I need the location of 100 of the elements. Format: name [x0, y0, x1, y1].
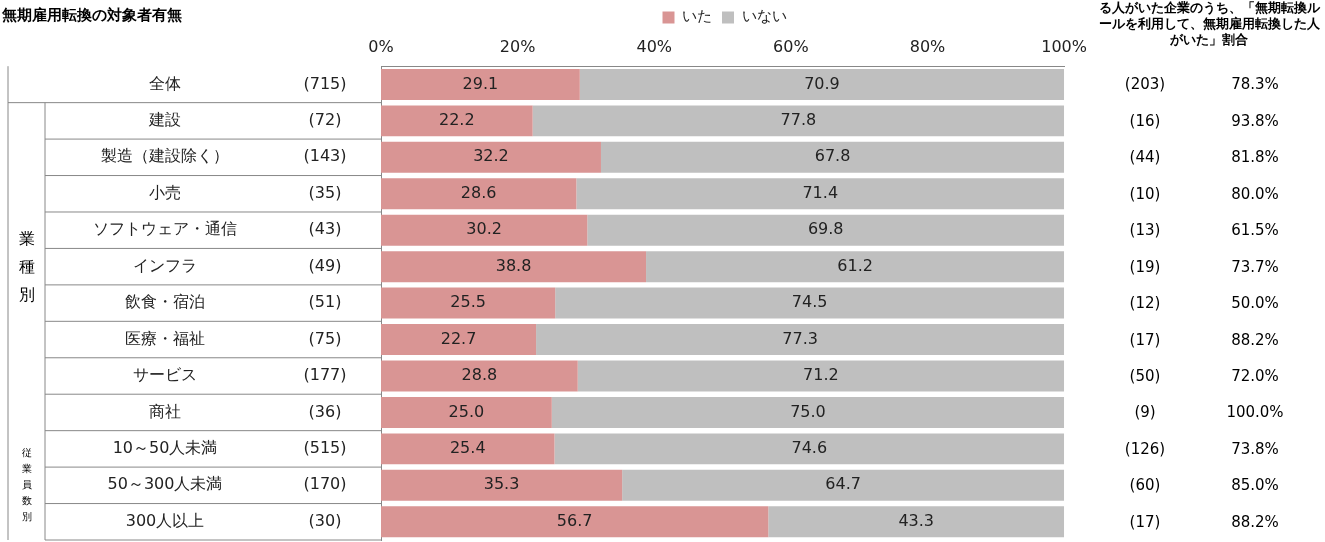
- bar: [381, 324, 537, 356]
- data-label: 70.9: [804, 73, 840, 93]
- text: (44): [1128, 147, 1162, 168]
- data-label: 22.7: [440, 328, 477, 348]
- bar: [536, 324, 1065, 356]
- text: 72.0%: [1230, 366, 1280, 386]
- bar: [381, 105, 533, 137]
- text: 無期雇用転換の対象者有無: [2, 6, 182, 25]
- y-tick-label: インフラ: [133, 255, 197, 275]
- text: (16): [1128, 110, 1162, 131]
- data-label: 71.4: [802, 182, 839, 202]
- text: (75): [308, 328, 342, 348]
- y-tick-label: ソフトウェア・通信: [93, 219, 237, 239]
- text: 88.2%: [1230, 329, 1280, 350]
- text: 61.5%: [1230, 220, 1280, 241]
- text: 100.0%: [1225, 402, 1285, 423]
- y-tick-label: 全体: [149, 73, 181, 93]
- text: 73.8%: [1230, 438, 1280, 459]
- text: (51): [308, 292, 342, 312]
- x-tick-label: 20%: [499, 36, 536, 56]
- bar: [381, 396, 552, 428]
- y-tick-label: 製造（建設除く）: [101, 146, 229, 166]
- bar: [381, 433, 555, 465]
- text: (170): [303, 474, 347, 494]
- data-label: 28.6: [460, 182, 497, 202]
- data-label: 77.3: [782, 328, 818, 348]
- data-label: 25.4: [449, 438, 486, 458]
- text: (43): [308, 219, 342, 239]
- text: (50): [1128, 366, 1162, 386]
- text: (126): [1123, 438, 1167, 459]
- text: (715): [303, 73, 347, 93]
- bar: [576, 178, 1065, 210]
- bar: [551, 396, 1065, 428]
- x-tick-label: 100%: [1041, 36, 1087, 56]
- data-label: 71.2: [803, 365, 839, 385]
- bar: [555, 287, 1065, 319]
- bar: [381, 178, 577, 210]
- data-label: 74.5: [791, 292, 828, 312]
- bar: [587, 214, 1065, 246]
- data-label: 29.1: [462, 73, 499, 93]
- data-label: 75.0: [790, 401, 826, 421]
- data-label: 67.8: [814, 146, 851, 166]
- text: 従業員数別: [22, 446, 32, 525]
- data-label: 64.7: [825, 474, 861, 494]
- text: (9): [1133, 402, 1157, 423]
- data-label: 77.8: [780, 110, 817, 130]
- data-label: 43.3: [898, 510, 935, 530]
- bar: [579, 68, 1065, 100]
- bar: [381, 287, 556, 319]
- data-label: 28.8: [461, 365, 498, 385]
- text: (35): [308, 182, 342, 202]
- bar: [381, 68, 580, 100]
- data-label: 38.8: [495, 255, 532, 275]
- bar: [600, 141, 1065, 173]
- y-tick-label: 10～50人未満: [112, 438, 218, 458]
- y-tick-label: 医療・福祉: [125, 328, 205, 348]
- bar: [381, 360, 578, 392]
- data-label: 32.2: [473, 146, 509, 166]
- text: (177): [303, 365, 347, 385]
- text: (17): [1128, 329, 1162, 350]
- text: (203): [1123, 74, 1167, 95]
- data-label: 30.2: [466, 219, 502, 239]
- y-tick-label: サービス: [133, 365, 197, 385]
- text: (515): [303, 438, 347, 458]
- x-tick-label: 40%: [636, 36, 673, 56]
- data-label: 61.2: [837, 255, 873, 275]
- x-tick-label: 60%: [773, 36, 809, 56]
- text: 80.0%: [1230, 183, 1280, 204]
- text: (17): [1128, 511, 1162, 532]
- text: (72): [308, 110, 342, 130]
- x-tick-label: 80%: [909, 36, 946, 56]
- x-tick-label: 0%: [368, 36, 394, 56]
- bar: [577, 360, 1065, 392]
- text: (10): [1128, 183, 1162, 204]
- y-tick-label: 50～300人未満: [107, 474, 223, 494]
- text: (19): [1128, 256, 1162, 277]
- bar: [381, 141, 601, 173]
- y-tick-label: 300人以上: [125, 510, 205, 530]
- text: る人がいた企業のうち、「無期転換ルールを利用して、無期雇用転換した人がいた」割合: [1097, 0, 1321, 48]
- text: (30): [308, 510, 342, 530]
- data-label: 25.5: [450, 292, 486, 312]
- text: (12): [1128, 293, 1162, 314]
- text: (143): [303, 146, 347, 166]
- text: (13): [1128, 220, 1162, 241]
- data-label: 25.0: [448, 401, 485, 421]
- bar: [532, 105, 1065, 137]
- legend-label: いた: [682, 7, 712, 26]
- y-tick-label: 小売: [149, 182, 181, 202]
- data-label: 22.2: [439, 110, 475, 130]
- text: (60): [1128, 475, 1162, 496]
- text: 78.3%: [1230, 74, 1280, 95]
- bar: [768, 506, 1065, 538]
- data-label: 56.7: [556, 510, 593, 530]
- text: 85.0%: [1230, 475, 1280, 496]
- text: (36): [308, 401, 342, 421]
- text: 88.2%: [1230, 511, 1280, 532]
- bar: [381, 214, 588, 246]
- text: 73.7%: [1230, 256, 1280, 277]
- bar: [646, 251, 1065, 283]
- bar: [381, 469, 623, 501]
